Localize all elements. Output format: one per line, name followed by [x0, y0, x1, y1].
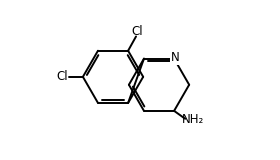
Text: NH₂: NH₂: [182, 113, 204, 126]
Text: Cl: Cl: [57, 70, 68, 83]
Text: N: N: [171, 51, 179, 64]
Text: Cl: Cl: [131, 25, 143, 38]
